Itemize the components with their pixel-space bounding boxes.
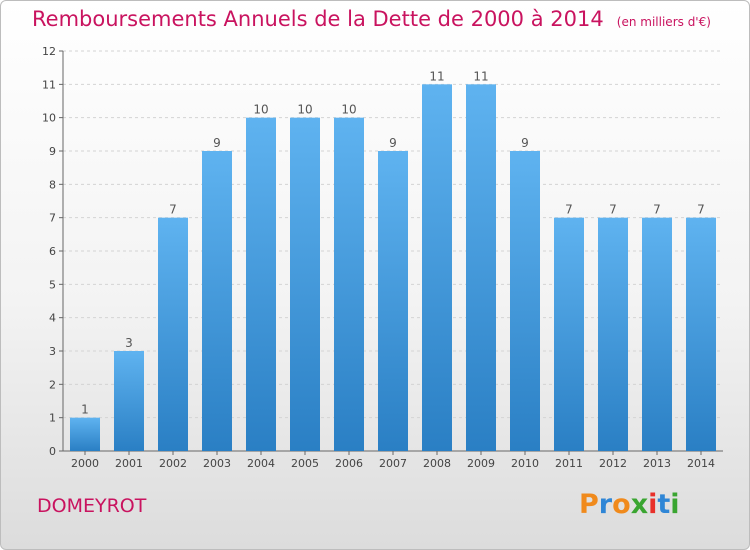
bar [378,151,408,451]
data-label: 7 [565,203,573,217]
bar [642,217,672,451]
x-tick-label: 2003 [203,457,231,470]
x-tick-label: 2013 [643,457,671,470]
y-tick-label: 7 [49,212,56,225]
y-tick-label: 9 [49,145,56,158]
town-name: DOMEYROT [37,495,147,517]
data-label: 7 [653,203,661,217]
y-tick-label: 12 [42,45,56,58]
bar [422,84,452,451]
chart-subtitle: (en milliers d'€) [616,15,711,29]
bar [686,217,716,451]
bar [202,151,232,451]
data-label: 11 [473,69,488,83]
data-label: 11 [429,69,444,83]
bar [290,117,320,452]
bar [158,217,188,451]
x-tick-label: 2006 [335,457,363,470]
data-label: 1 [81,403,89,417]
y-tick-label: 4 [49,312,56,325]
logo-letter: t [657,489,671,520]
data-label: 7 [609,203,617,217]
x-tick-label: 2009 [467,457,495,470]
data-label: 9 [521,136,529,150]
x-tick-label: 2010 [511,457,539,470]
data-label: 9 [213,136,221,150]
bar [246,117,276,452]
logo-letter: o [612,489,631,520]
logo-letter: x [630,489,649,520]
title-row: Remboursements Annuels de la Dette de 20… [32,7,711,31]
chart-title: Remboursements Annuels de la Dette de 20… [32,7,604,31]
x-tick-label: 2002 [159,457,187,470]
y-tick-label: 5 [49,278,56,291]
logo-letter: r [598,489,613,520]
x-tick-label: 2012 [599,457,627,470]
data-label: 7 [169,203,177,217]
data-label: 10 [341,103,356,117]
y-tick-label: 10 [42,112,56,125]
data-label: 10 [253,103,268,117]
label-layer: 1 3 7 9 10 10 10 9 11 11 9 7 7 7 7 [81,69,705,416]
y-tick-label: 1 [49,412,56,425]
y-tick-label: 2 [49,378,56,391]
logo-letter: P [579,489,599,520]
proxiti-logo[interactable]: Proxiti [579,489,680,520]
y-tick-label: 8 [49,178,56,191]
x-tick-label: 2008 [423,457,451,470]
bar [70,417,100,451]
data-label: 7 [697,203,705,217]
bar-layer [70,84,716,452]
y-tick-label: 0 [49,445,56,458]
x-tick-label: 2004 [247,457,275,470]
x-tick-label: 2001 [115,457,143,470]
data-label: 9 [389,136,397,150]
y-tick-label: 11 [42,78,56,91]
bar [334,117,364,452]
x-tick-label: 2014 [687,457,715,470]
bar [554,217,584,451]
bar [598,217,628,451]
logo-letter: i [670,489,680,520]
y-tick-label: 6 [49,245,56,258]
x-tick-label: 2011 [555,457,583,470]
x-tick-label: 2005 [291,457,319,470]
x-tick-label: 2007 [379,457,407,470]
x-tick-label: 2000 [71,457,99,470]
bar [510,151,540,451]
data-label: 10 [297,103,312,117]
data-label: 3 [125,336,133,350]
y-tick-label: 3 [49,345,56,358]
bar [466,84,496,451]
bar [114,351,144,451]
logo-letter: i [648,489,658,520]
